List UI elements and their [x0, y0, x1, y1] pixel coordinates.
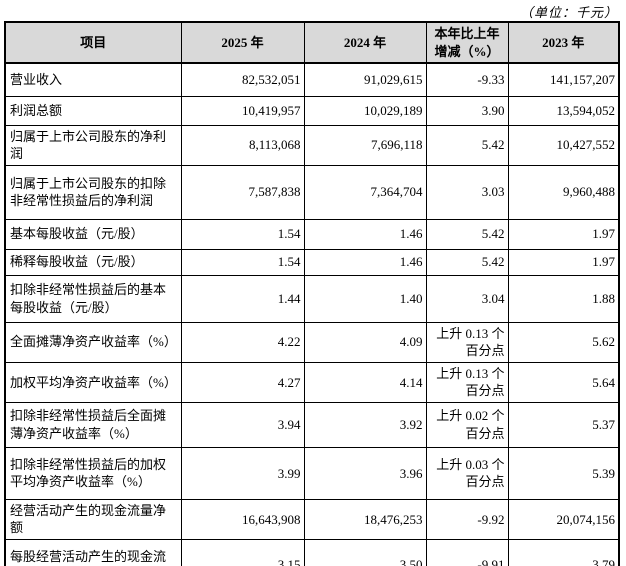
- value-2025-cell: 1.54: [180, 218, 305, 250]
- change-cell: 3.03: [425, 164, 509, 220]
- value-2023-cell: 1.97: [507, 218, 620, 250]
- row-label-cell: 基本每股收益（元/股）: [4, 218, 182, 250]
- change-cell: 5.42: [425, 248, 509, 276]
- value-2025-cell: 82,532,051: [180, 62, 305, 97]
- value-2025-cell: 8,113,068: [180, 124, 305, 166]
- table-row: 扣除非经常性损益后的基本每股收益（元/股） 1.44 1.40 3.04 1.8…: [4, 274, 620, 323]
- value-2023-cell: 141,157,207: [507, 62, 620, 97]
- row-label-cell: 利润总额: [4, 95, 182, 126]
- header-item: 项目: [4, 21, 182, 65]
- change-cell: 上升 0.02 个 百分点: [425, 401, 509, 448]
- value-2025-cell: 3.99: [180, 446, 305, 500]
- row-label-cell: 扣除非经常性损益后全面摊薄净资产收益率（%）: [4, 401, 182, 448]
- value-2025-cell: 1.54: [180, 248, 305, 276]
- value-2024-cell: 1.46: [303, 248, 427, 276]
- change-cell: -9.92: [425, 498, 509, 540]
- value-2023-cell: 10,427,552: [507, 124, 620, 166]
- row-label-cell: 扣除非经常性损益后的加权平均净资产收益率（%）: [4, 446, 182, 500]
- table-row: 加权平均净资产收益率（%） 4.27 4.14 上升 0.13 个 百分点 5.…: [4, 361, 620, 403]
- table-row: 每股经营活动产生的现金流量净额（元/股） 3.15 3.50 -9.91 3.7…: [4, 538, 620, 566]
- table-row: 全面摊薄净资产收益率（%） 4.22 4.09 上升 0.13 个 百分点 5.…: [4, 321, 620, 363]
- value-2025-cell: 4.22: [180, 321, 305, 363]
- table-header-row: 项目 2025 年 2024 年 本年比上年增减（%） 2023 年: [4, 21, 620, 65]
- value-2025-cell: 4.27: [180, 361, 305, 403]
- value-2025-cell: 3.94: [180, 401, 305, 448]
- value-2024-cell: 7,696,118: [303, 124, 427, 166]
- change-cell: 上升 0.13 个 百分点: [425, 361, 509, 403]
- row-label-cell: 经营活动产生的现金流量净额: [4, 498, 182, 540]
- header-2023: 2023 年: [507, 21, 620, 65]
- value-2023-cell: 5.37: [507, 401, 620, 448]
- header-2025: 2025 年: [180, 21, 305, 65]
- change-cell: 3.90: [425, 95, 509, 126]
- value-2023-cell: 1.97: [507, 248, 620, 276]
- value-2024-cell: 18,476,253: [303, 498, 427, 540]
- table-row: 营业收入 82,532,051 91,029,615 -9.33 141,157…: [4, 62, 620, 97]
- change-cell: 上升 0.13 个 百分点: [425, 321, 509, 363]
- value-2025-cell: 16,643,908: [180, 498, 305, 540]
- value-2023-cell: 13,594,052: [507, 95, 620, 126]
- value-2025-cell: 3.15: [180, 538, 305, 566]
- change-cell: 5.42: [425, 124, 509, 166]
- change-cell: 3.04: [425, 274, 509, 323]
- value-2025-cell: 1.44: [180, 274, 305, 323]
- value-2024-cell: 1.40: [303, 274, 427, 323]
- value-2024-cell: 1.46: [303, 218, 427, 250]
- header-change: 本年比上年增减（%）: [425, 21, 509, 65]
- value-2023-cell: 20,074,156: [507, 498, 620, 540]
- table-row: 归属于上市公司股东的净利润 8,113,068 7,696,118 5.42 1…: [4, 124, 620, 166]
- row-label-cell: 每股经营活动产生的现金流量净额（元/股）: [4, 538, 182, 566]
- value-2024-cell: 4.14: [303, 361, 427, 403]
- table-row: 扣除非经常性损益后的加权平均净资产收益率（%） 3.99 3.96 上升 0.0…: [4, 446, 620, 500]
- row-label-cell: 归属于上市公司股东的扣除非经常性损益后的净利润: [4, 164, 182, 220]
- unit-label: （单位：千元）: [519, 5, 618, 20]
- table-row: 利润总额 10,419,957 10,029,189 3.90 13,594,0…: [4, 95, 620, 126]
- table-row: 经营活动产生的现金流量净额 16,643,908 18,476,253 -9.9…: [4, 498, 620, 540]
- row-label-cell: 加权平均净资产收益率（%）: [4, 361, 182, 403]
- header-2024: 2024 年: [303, 21, 427, 65]
- value-2024-cell: 3.96: [303, 446, 427, 500]
- row-label-cell: 扣除非经常性损益后的基本每股收益（元/股）: [4, 274, 182, 323]
- value-2024-cell: 7,364,704: [303, 164, 427, 220]
- table-row: 扣除非经常性损益后全面摊薄净资产收益率（%） 3.94 3.92 上升 0.02…: [4, 401, 620, 448]
- row-label-cell: 稀释每股收益（元/股）: [4, 248, 182, 276]
- value-2024-cell: 10,029,189: [303, 95, 427, 126]
- value-2023-cell: 5.62: [507, 321, 620, 363]
- value-2024-cell: 4.09: [303, 321, 427, 363]
- value-2023-cell: 9,960,488: [507, 164, 620, 220]
- value-2024-cell: 3.92: [303, 401, 427, 448]
- value-2023-cell: 5.64: [507, 361, 620, 403]
- value-2023-cell: 1.88: [507, 274, 620, 323]
- value-2024-cell: 3.50: [303, 538, 427, 566]
- table-row: 归属于上市公司股东的扣除非经常性损益后的净利润 7,587,838 7,364,…: [4, 164, 620, 220]
- value-2025-cell: 7,587,838: [180, 164, 305, 220]
- change-cell: 上升 0.03 个 百分点: [425, 446, 509, 500]
- value-2024-cell: 91,029,615: [303, 62, 427, 97]
- row-label-cell: 归属于上市公司股东的净利润: [4, 124, 182, 166]
- value-2023-cell: 3.79: [507, 538, 620, 566]
- change-cell: -9.91: [425, 538, 509, 566]
- value-2023-cell: 5.39: [507, 446, 620, 500]
- change-cell: -9.33: [425, 62, 509, 97]
- table-row: 基本每股收益（元/股） 1.54 1.46 5.42 1.97: [4, 218, 620, 250]
- value-2025-cell: 10,419,957: [180, 95, 305, 126]
- change-cell: 5.42: [425, 218, 509, 250]
- row-label-cell: 全面摊薄净资产收益率（%）: [4, 321, 182, 363]
- row-label-cell: 营业收入: [4, 62, 182, 97]
- table-row: 稀释每股收益（元/股） 1.54 1.46 5.42 1.97: [4, 248, 620, 276]
- financial-summary-table: 项目 2025 年 2024 年 本年比上年增减（%） 2023 年 营业收入 …: [4, 21, 620, 566]
